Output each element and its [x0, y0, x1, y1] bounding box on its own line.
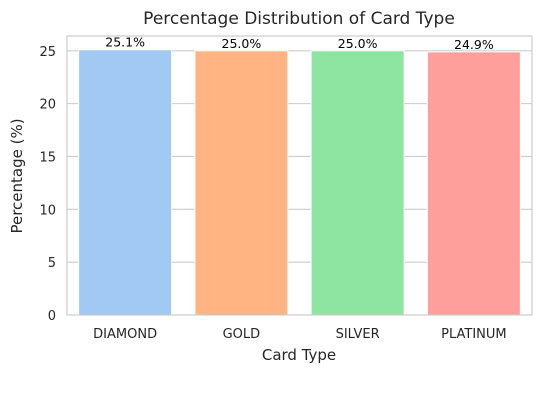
y-tick-label: 0	[48, 309, 56, 324]
y-tick-label: 15	[39, 150, 56, 165]
chart-title: Percentage Distribution of Card Type	[143, 9, 455, 29]
x-axis-ticks: DIAMOND GOLD SILVER PLATINUM	[93, 327, 506, 342]
x-tick-label: DIAMOND	[93, 327, 157, 342]
y-axis-ticks: 0 5 10 15 20 25	[39, 45, 56, 324]
y-axis-label: Percentage (%)	[8, 118, 26, 233]
data-label: 24.9%	[454, 37, 494, 52]
bar-gold	[194, 50, 289, 316]
y-tick-label: 25	[39, 45, 56, 60]
y-tick-label: 5	[48, 256, 56, 271]
bar-silver	[310, 50, 405, 316]
bars	[78, 49, 521, 316]
data-label: 25.1%	[105, 35, 145, 50]
bar-platinum	[426, 51, 521, 316]
x-tick-label: GOLD	[223, 327, 261, 342]
bar-diamond	[78, 49, 173, 316]
x-axis-label: Card Type	[262, 346, 336, 364]
data-label: 25.0%	[338, 36, 378, 51]
x-tick-label: SILVER	[336, 327, 380, 342]
x-tick-label: PLATINUM	[441, 327, 507, 342]
data-labels: 25.1% 25.0% 25.0% 24.9%	[105, 35, 494, 52]
y-tick-label: 10	[39, 203, 56, 218]
plot-area-frame	[66, 35, 533, 316]
data-label: 25.0%	[222, 36, 262, 51]
y-tick-label: 20	[39, 98, 56, 113]
